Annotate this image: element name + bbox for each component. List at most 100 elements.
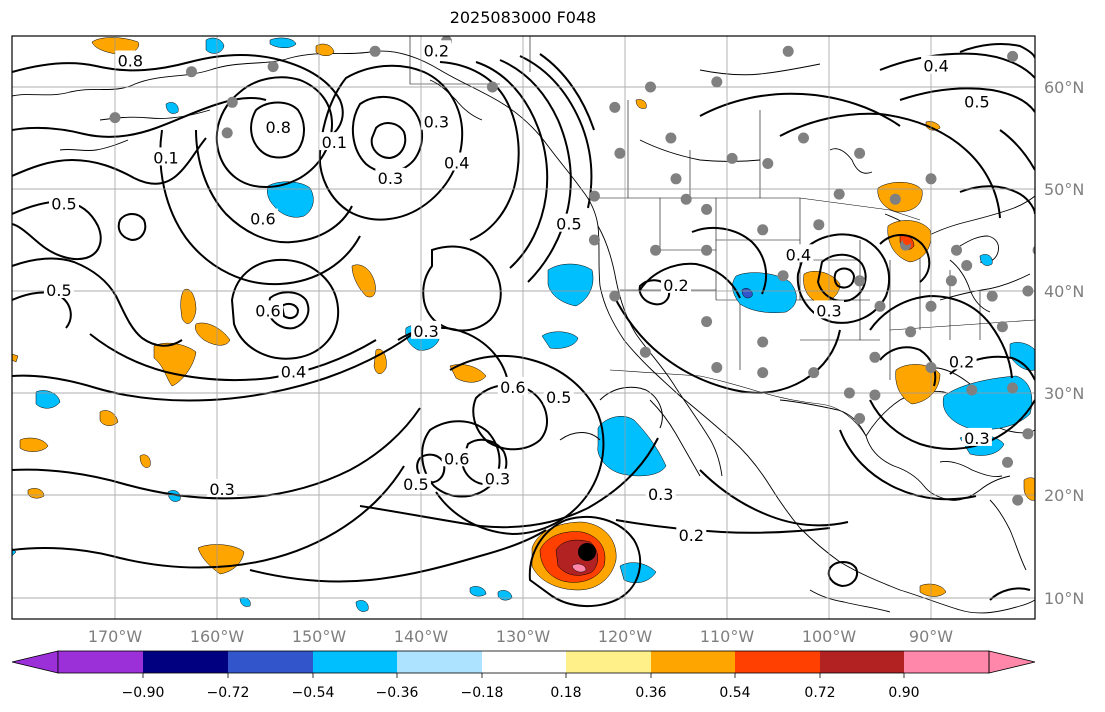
station-point (777, 270, 789, 282)
colorbar-tick-label: 0.90 (888, 685, 919, 701)
colorbar-segment (482, 651, 566, 673)
contour-label: 0.3 (964, 429, 989, 448)
station-point (486, 81, 498, 93)
station-point (874, 300, 886, 312)
contour-label-background (961, 427, 992, 446)
contour-label: 0.1 (153, 148, 178, 167)
lon-label: 160°W (190, 627, 245, 646)
colorbar-tick-label: 0.72 (804, 685, 835, 701)
colorbar-segment (313, 651, 397, 673)
contour-label: 0.5 (46, 281, 71, 300)
contour-label-background (253, 300, 283, 319)
contour-label: 0.5 (403, 475, 428, 494)
contour-label: 0.6 (500, 378, 525, 397)
lon-label: 150°W (292, 627, 347, 646)
station-point (925, 300, 937, 312)
station-point (614, 147, 626, 159)
colorbar-tick-label: 0.54 (719, 685, 750, 701)
contour-label-background (441, 152, 472, 171)
station-point (889, 193, 901, 205)
station-point (757, 336, 769, 348)
station-point (588, 190, 600, 202)
contour-lines (12, 43, 1035, 608)
contour-label: 0.5 (964, 92, 989, 111)
contour-label: 0.3 (413, 322, 438, 341)
station-point (1012, 494, 1024, 506)
contour-label: 0.8 (265, 118, 290, 137)
station-point (945, 275, 957, 287)
station-point (798, 132, 809, 144)
contour-label: 0.2 (679, 526, 704, 545)
station-point (609, 290, 621, 302)
map-frame-background (12, 36, 1035, 619)
station-point (757, 367, 769, 379)
station-point (1007, 50, 1019, 62)
lat-label: 40°N (1044, 282, 1084, 301)
colorbar: −0.90 −0.72 −0.54 −0.36 −0.18 0.18 0.36 … (11, 650, 1036, 701)
station-point (701, 316, 713, 328)
map-contents: 0.2 0.8 0.4 0.5 0.8 0.1 0.3 0.1 0.3 0.4 0.5 0.6 0.5 0… (12, 36, 1049, 619)
station-point (1022, 285, 1034, 297)
contour-label-background (676, 524, 707, 543)
contour-label: 0.4 (281, 363, 306, 382)
coastlines (12, 50, 1035, 614)
station-point (109, 112, 121, 124)
station-point (762, 158, 774, 169)
lon-label: 170°W (88, 627, 143, 646)
station-point (650, 244, 662, 256)
lat-label: 20°N (1044, 486, 1084, 505)
contour-label: 0.2 (424, 41, 449, 60)
contour-label-background (441, 448, 472, 467)
storm-center-marker (578, 543, 596, 561)
lon-label: 110°W (700, 627, 755, 646)
contour-label-background (151, 147, 181, 166)
contour-label: 0.8 (118, 52, 143, 71)
contour-label-background (421, 111, 452, 130)
station-point (925, 173, 937, 185)
station-point (813, 219, 825, 231)
colorbar-tick-label: −0.54 (292, 685, 335, 701)
colorbar-segment (397, 651, 482, 673)
contour-label-background (411, 320, 442, 339)
contour-label-background (783, 244, 814, 263)
contour-label-background (482, 468, 513, 487)
contour-label: 0.3 (378, 169, 403, 188)
station-point (609, 101, 621, 113)
colorbar-tick-label: −0.36 (376, 685, 419, 701)
contour-label: 0.6 (255, 301, 280, 320)
contour-label-background (961, 91, 992, 110)
station-point (701, 203, 713, 215)
max-anomaly-marker (903, 237, 911, 245)
station-point (221, 127, 233, 139)
contour-label-background (400, 473, 431, 492)
station-point (961, 260, 973, 271)
station-point (670, 173, 682, 185)
contour-label-background (247, 208, 278, 227)
station-point (1038, 357, 1049, 368)
station-point (226, 96, 238, 108)
station-point (843, 387, 855, 399)
contour-label-background (543, 387, 574, 406)
lon-label: 120°W (598, 627, 653, 646)
station-point (267, 61, 279, 73)
colorbar-ticks (142, 673, 905, 678)
station-point (808, 367, 820, 379)
colorbar-tick-label: 0.36 (635, 685, 666, 701)
colorbar-segment (58, 651, 143, 673)
station-point (665, 132, 677, 144)
contour-label: 0.3 (648, 485, 673, 504)
station-point (711, 362, 723, 373)
station-point (588, 234, 600, 246)
station-point (986, 290, 998, 302)
longitude-axis: 170°W 160°W 150°W 140°W 130°W 120°W 110°… (88, 627, 953, 646)
station-point (833, 188, 845, 200)
contour-label: 0.6 (444, 449, 469, 468)
contour-label-background (497, 376, 528, 395)
lon-label: 140°W (394, 627, 449, 646)
contour-label-background (207, 478, 238, 497)
contour-label-background (43, 280, 74, 298)
lon-label: 90°W (909, 627, 953, 646)
colorbar-outline (57, 650, 990, 674)
station-point (1002, 456, 1013, 468)
station-point (854, 147, 866, 159)
